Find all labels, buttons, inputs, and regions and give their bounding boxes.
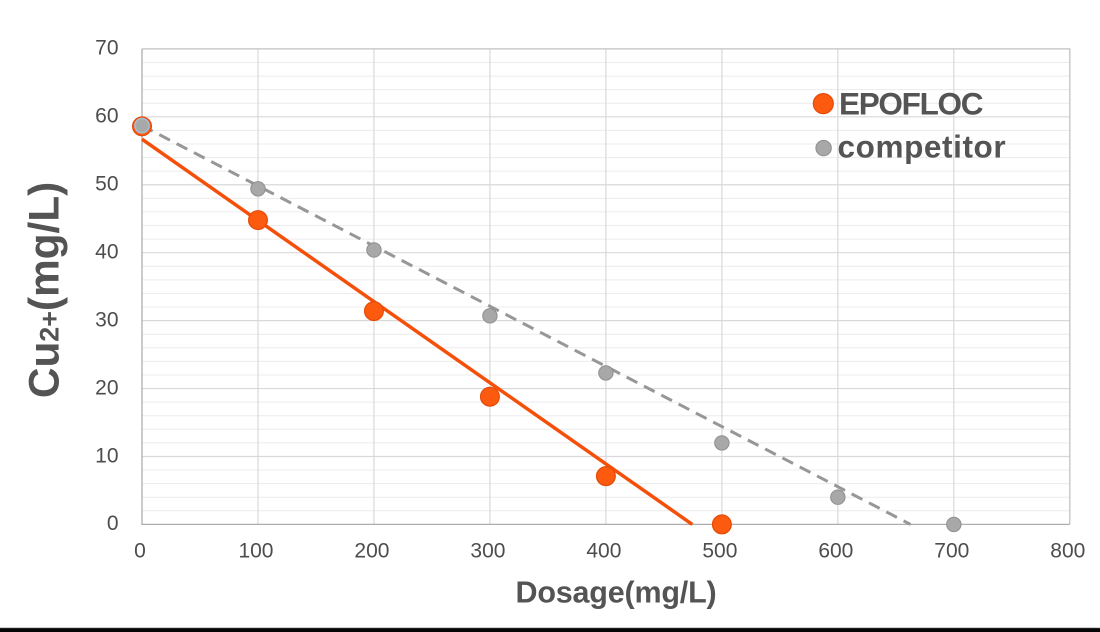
svg-text:40: 40 bbox=[95, 240, 118, 263]
svg-text:60: 60 bbox=[95, 105, 118, 128]
svg-text:Dosage(mg/L): Dosage(mg/L) bbox=[516, 575, 717, 609]
svg-text:competitor: competitor bbox=[838, 129, 1007, 165]
svg-text:0: 0 bbox=[134, 540, 146, 563]
svg-text:0: 0 bbox=[107, 512, 119, 535]
svg-text:300: 300 bbox=[470, 540, 505, 563]
svg-text:20: 20 bbox=[95, 376, 118, 399]
svg-text:500: 500 bbox=[702, 540, 737, 563]
svg-text:800: 800 bbox=[1050, 540, 1085, 563]
svg-text:Cu2+(mg/L): Cu2+(mg/L) bbox=[22, 182, 69, 398]
svg-text:100: 100 bbox=[238, 540, 273, 563]
svg-text:200: 200 bbox=[354, 540, 389, 563]
svg-text:700: 700 bbox=[934, 540, 969, 563]
svg-text:EPOFLOC: EPOFLOC bbox=[839, 85, 983, 121]
svg-text:600: 600 bbox=[818, 540, 853, 563]
svg-text:50: 50 bbox=[95, 173, 118, 196]
svg-text:10: 10 bbox=[95, 444, 118, 467]
svg-text:30: 30 bbox=[95, 308, 118, 331]
svg-text:70: 70 bbox=[95, 37, 118, 60]
svg-text:400: 400 bbox=[586, 540, 621, 563]
